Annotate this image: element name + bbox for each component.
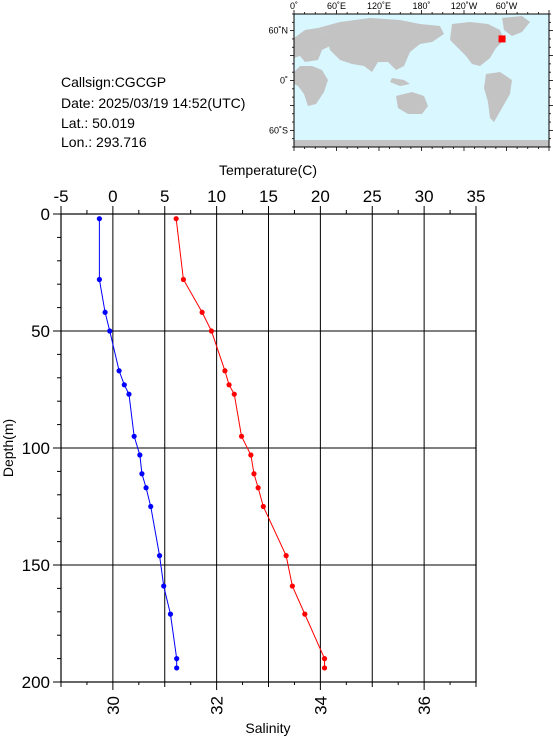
temperature-point: [226, 382, 232, 388]
salinity-point: [174, 656, 180, 662]
salinity-point: [143, 485, 149, 491]
temperature-point: [321, 656, 328, 662]
station-marker: [498, 35, 506, 43]
salinity-point: [137, 452, 143, 458]
map-tick-marks: [290, 10, 553, 151]
depth-axis-label: Depth(m): [0, 419, 16, 477]
temperature-point: [248, 452, 254, 458]
salinity-point: [131, 433, 137, 439]
depth-tick-label: 0: [41, 205, 50, 224]
map-lon-label: 0˚: [290, 1, 298, 11]
temperature-tick-label: 30: [415, 187, 434, 206]
world-map: 0˚ 60˚E 120˚E 180˚ 120˚W 60˚W 60˚N 0˚ 60˚S: [268, 1, 553, 151]
plot-frame: [60, 213, 477, 683]
salinity-axis-label: Salinity: [245, 720, 290, 736]
salinity-point: [156, 553, 163, 559]
map-lon-label: 120˚E: [367, 1, 391, 11]
temperature-point: [251, 471, 257, 477]
station-date: Date: 2025/03/19 14:52(UTC): [61, 95, 245, 111]
temperature-tick-label: -5: [53, 187, 68, 206]
depth-tick-label: 50: [31, 322, 50, 341]
salinity-point: [167, 611, 174, 617]
salinity-tick-label: 30: [104, 696, 123, 715]
temperature-point: [321, 665, 328, 671]
map-lon-label: 180˚: [412, 1, 430, 11]
salinity-point: [174, 665, 180, 671]
salinity-point: [139, 471, 145, 477]
temperature-point: [255, 485, 261, 491]
salinity-point: [96, 276, 102, 283]
map-lon-label: 60˚E: [327, 1, 346, 11]
salinity-tick-label: 32: [208, 696, 227, 715]
salinity-tick-labels: 30 32 34 36: [104, 696, 434, 715]
map-lat-label: 0˚: [280, 76, 288, 86]
temperature-point: [199, 309, 205, 315]
temperature-point: [180, 276, 187, 283]
station-lon: Lon.: 293.716: [61, 134, 147, 150]
depth-tick-label: 200: [22, 673, 50, 692]
salinity-point: [161, 583, 167, 589]
temperature-tick-label: 25: [363, 187, 382, 206]
temperature-point: [302, 611, 308, 617]
temperature-tick-label: 15: [259, 187, 278, 206]
map-lon-label: 120˚W: [451, 1, 478, 11]
station-callsign: Callsign:CGCGP: [61, 74, 166, 90]
salinity-point: [126, 391, 132, 397]
depth-tick-label: 150: [22, 556, 50, 575]
temperature-tick-label: 10: [207, 187, 226, 206]
salinity-tick-label: 36: [415, 696, 434, 715]
map-land: [294, 16, 549, 147]
temperature-tick-label: 35: [467, 187, 486, 206]
series: [96, 216, 328, 671]
temperature-tick-label: 0: [108, 187, 117, 206]
temperature-point: [238, 433, 245, 439]
salinity-point: [102, 309, 108, 315]
station-lat: Lat.: 50.019: [61, 115, 135, 131]
map-lat-label: 60˚S: [269, 125, 288, 135]
salinity-point: [121, 382, 127, 388]
salinity-point: [107, 328, 113, 334]
temperature-point: [283, 553, 289, 559]
salinity-point: [148, 503, 154, 510]
temperature-point: [208, 328, 215, 334]
temperature-point: [260, 503, 266, 510]
salinity-point: [116, 368, 122, 374]
temperature-point: [289, 583, 295, 589]
temperature-axis-label: Temperature(C): [219, 162, 317, 178]
temperature-tick-label: 20: [311, 187, 330, 206]
depth-tick-labels: 0 50 100 150 200: [22, 205, 50, 692]
temperature-tick-labels: -5 0 5 10 15 20 25 30 35: [53, 187, 485, 206]
salinity-point: [96, 216, 102, 222]
map-lat-label: 60˚N: [268, 26, 288, 36]
temperature-point: [173, 216, 179, 222]
salinity-tick-label: 34: [311, 696, 330, 715]
depth-tick-label: 100: [22, 439, 50, 458]
axis-ticks: [53, 206, 477, 690]
temperature-point: [222, 368, 228, 374]
temperature-point: [231, 391, 237, 397]
temperature-tick-label: 5: [160, 187, 169, 206]
map-lon-label: 60˚W: [496, 1, 518, 11]
